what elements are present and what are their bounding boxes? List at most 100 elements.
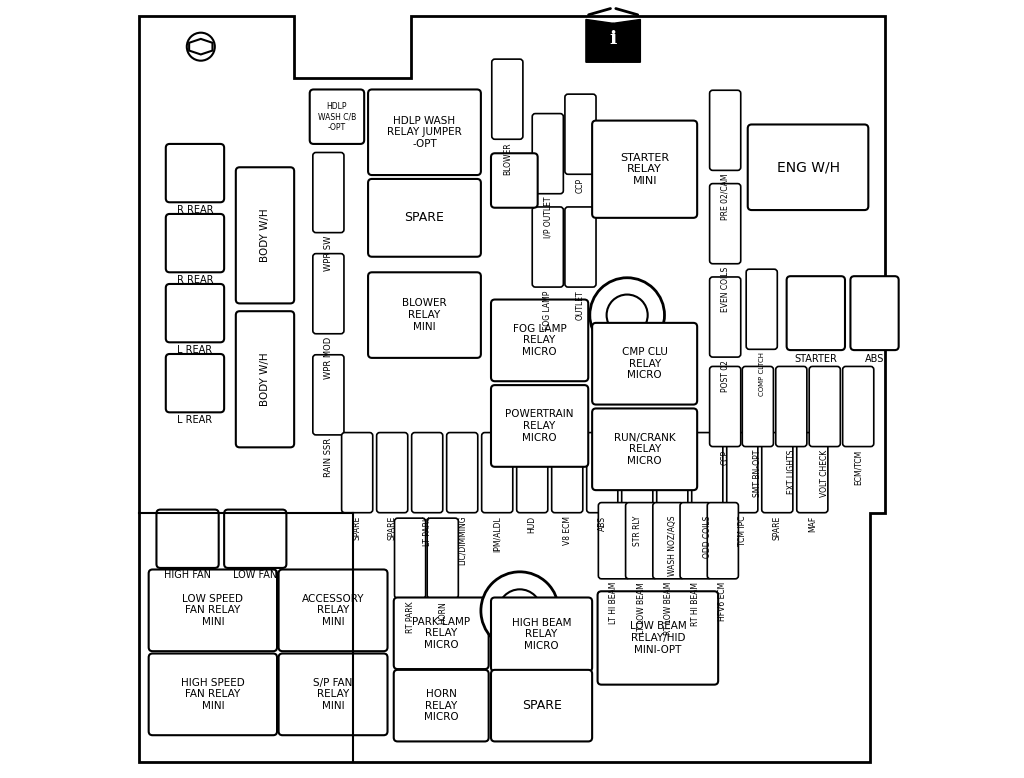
FancyBboxPatch shape [236,311,294,447]
FancyBboxPatch shape [622,433,653,513]
FancyBboxPatch shape [490,385,588,467]
FancyBboxPatch shape [342,433,373,513]
Text: EVEN COILS: EVEN COILS [721,267,730,312]
Text: SMT BN-OPT: SMT BN-OPT [754,450,762,497]
Text: LOW SPEED
FAN RELAY
MINI: LOW SPEED FAN RELAY MINI [182,594,244,627]
FancyBboxPatch shape [481,433,513,513]
Text: RUN/CRANK
RELAY
MICRO: RUN/CRANK RELAY MICRO [613,433,676,466]
FancyBboxPatch shape [394,670,488,741]
Text: OUTLET: OUTLET [575,290,585,320]
FancyBboxPatch shape [166,144,224,202]
FancyBboxPatch shape [746,269,777,349]
Text: STARTER: STARTER [795,354,838,364]
Text: WPR MOD: WPR MOD [324,337,333,379]
FancyBboxPatch shape [492,59,523,139]
Text: HIGH SPEED
FAN RELAY
MINI: HIGH SPEED FAN RELAY MINI [181,678,245,711]
Text: SPARE: SPARE [388,516,396,540]
FancyBboxPatch shape [598,591,718,685]
FancyBboxPatch shape [626,503,656,579]
Text: R REAR: R REAR [177,205,213,215]
FancyBboxPatch shape [517,433,548,513]
FancyBboxPatch shape [797,433,827,513]
Polygon shape [586,19,613,62]
FancyBboxPatch shape [279,569,387,651]
FancyBboxPatch shape [786,276,845,350]
FancyBboxPatch shape [592,121,697,218]
Text: MAF: MAF [808,516,817,532]
FancyBboxPatch shape [776,366,807,447]
Text: STR RLY: STR RLY [633,516,642,546]
Text: ACCESSORY
RELAY
MINI: ACCESSORY RELAY MINI [302,594,365,627]
Text: SPARE: SPARE [404,212,444,224]
FancyBboxPatch shape [710,366,740,447]
FancyBboxPatch shape [313,355,344,435]
Text: FOG LAMP: FOG LAMP [544,290,552,330]
Text: ODD COILS: ODD COILS [702,516,712,558]
FancyBboxPatch shape [762,433,793,513]
Circle shape [481,572,559,650]
FancyBboxPatch shape [368,272,481,358]
FancyBboxPatch shape [710,90,740,170]
Text: HIGH FAN: HIGH FAN [164,570,211,580]
FancyBboxPatch shape [592,323,697,405]
Text: COMP CLTCH: COMP CLTCH [759,352,765,397]
FancyBboxPatch shape [710,277,740,357]
FancyBboxPatch shape [166,354,224,412]
Text: TCM IPC: TCM IPC [737,516,746,546]
FancyBboxPatch shape [394,598,488,669]
FancyBboxPatch shape [692,433,723,513]
FancyBboxPatch shape [587,433,617,513]
FancyBboxPatch shape [656,433,688,513]
Text: BODY W/H: BODY W/H [260,209,270,262]
Text: SPARE: SPARE [773,516,781,540]
FancyBboxPatch shape [148,569,278,651]
Text: L REAR: L REAR [177,345,213,355]
Text: ENG W/H: ENG W/H [776,160,840,174]
Text: LT LOW BEAM: LT LOW BEAM [637,582,646,634]
Text: SPARE: SPARE [521,699,561,712]
Text: LOW BEAM
RELAY/HID
MINI-OPT: LOW BEAM RELAY/HID MINI-OPT [630,622,686,654]
Text: LT PARK: LT PARK [423,516,432,546]
Text: BODY W/H: BODY W/H [260,352,270,406]
Text: IPM/ALDL: IPM/ALDL [493,516,502,552]
Text: HORN
RELAY
MICRO: HORN RELAY MICRO [424,689,459,722]
FancyBboxPatch shape [742,366,773,447]
FancyBboxPatch shape [748,124,868,210]
FancyBboxPatch shape [598,503,630,579]
Text: R REAR: R REAR [177,275,213,285]
Text: STARTER
RELAY
MINI: STARTER RELAY MINI [621,152,670,186]
FancyBboxPatch shape [850,276,899,350]
Text: HFV6 ECM: HFV6 ECM [719,582,727,621]
Text: RT LOW BEAM: RT LOW BEAM [664,582,673,636]
FancyBboxPatch shape [236,167,294,303]
FancyBboxPatch shape [412,433,442,513]
Text: EXT LIGHTS: EXT LIGHTS [786,450,796,494]
FancyBboxPatch shape [313,152,344,233]
FancyBboxPatch shape [490,153,538,208]
Text: S/P FAN
RELAY
MINI: S/P FAN RELAY MINI [313,678,352,711]
FancyBboxPatch shape [552,433,583,513]
FancyBboxPatch shape [446,433,478,513]
Text: POST 02: POST 02 [721,360,730,392]
FancyBboxPatch shape [394,518,426,598]
Text: V8 ECM: V8 ECM [563,516,571,545]
FancyBboxPatch shape [565,94,596,174]
FancyBboxPatch shape [490,598,592,671]
FancyBboxPatch shape [565,207,596,287]
Text: BLOWER
RELAY
MINI: BLOWER RELAY MINI [402,299,446,331]
FancyBboxPatch shape [279,654,387,735]
Text: HUD: HUD [527,516,537,533]
FancyBboxPatch shape [427,518,459,598]
FancyBboxPatch shape [309,89,365,144]
Text: VOLT CHECK: VOLT CHECK [820,450,829,497]
FancyBboxPatch shape [490,300,588,381]
Text: ECM/TCM: ECM/TCM [854,450,862,485]
Text: HDLP
WASH C/B
-OPT: HDLP WASH C/B -OPT [317,102,356,131]
FancyBboxPatch shape [843,366,873,447]
Text: I/P OUTLET: I/P OUTLET [544,197,552,238]
Text: L REAR: L REAR [177,415,213,425]
Text: CCP: CCP [575,177,585,192]
Text: RT HI BEAM: RT HI BEAM [691,582,700,626]
Text: HDLP WASH
RELAY JUMPER
-OPT: HDLP WASH RELAY JUMPER -OPT [387,116,462,149]
FancyBboxPatch shape [809,366,841,447]
